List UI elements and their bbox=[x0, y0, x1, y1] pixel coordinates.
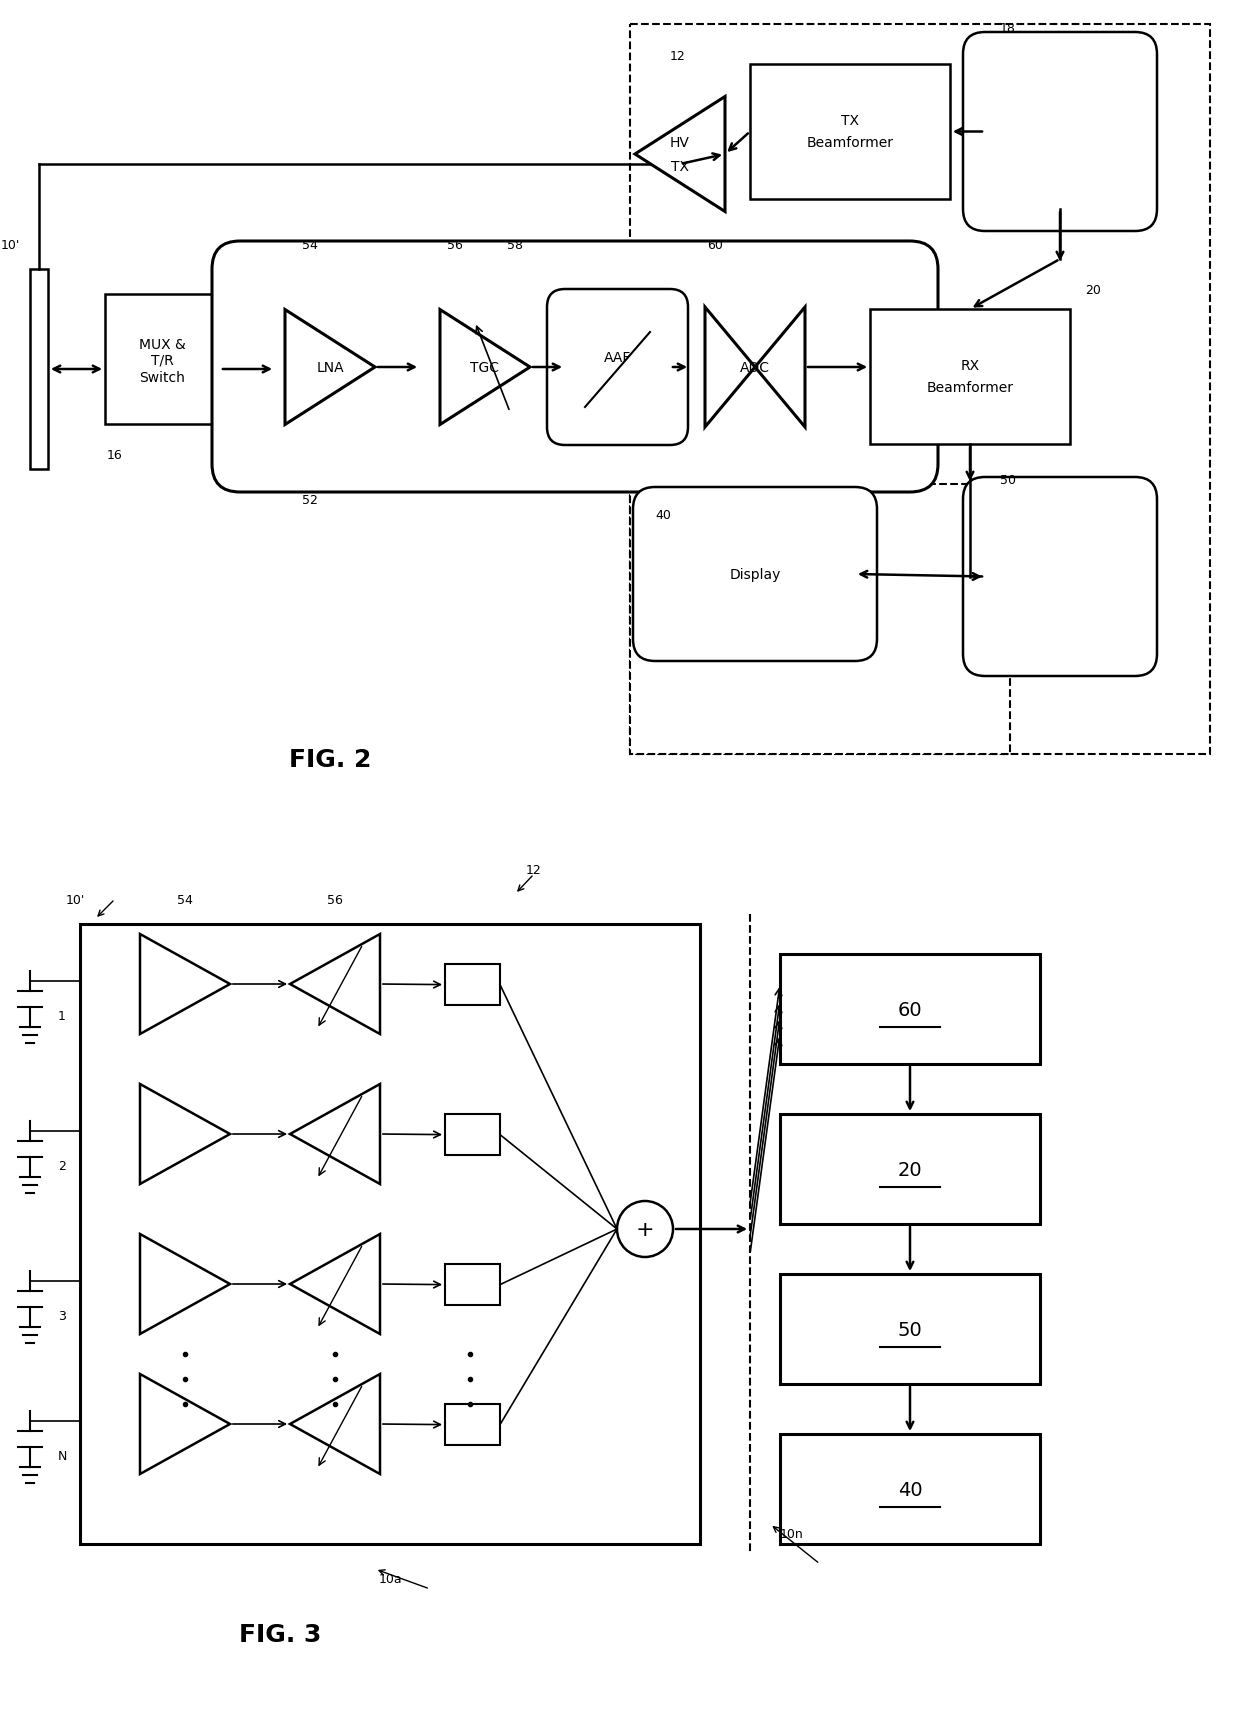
Text: 56: 56 bbox=[448, 239, 463, 251]
Text: MUX &: MUX & bbox=[139, 338, 186, 352]
Text: 1: 1 bbox=[58, 1010, 66, 1022]
Bar bbox=[30, 270, 48, 469]
Bar bbox=[420, 944, 610, 1524]
Text: 2: 2 bbox=[58, 1159, 66, 1173]
Bar bbox=[630, 24, 1210, 755]
Text: 50: 50 bbox=[898, 1320, 923, 1339]
Polygon shape bbox=[290, 935, 379, 1034]
Text: FIG. 2: FIG. 2 bbox=[289, 748, 371, 771]
Polygon shape bbox=[440, 310, 529, 426]
Text: T/R: T/R bbox=[151, 353, 174, 367]
Text: 18: 18 bbox=[999, 23, 1016, 35]
Text: 12: 12 bbox=[670, 50, 686, 62]
Text: TX: TX bbox=[841, 113, 859, 128]
Text: 10n: 10n bbox=[780, 1528, 804, 1540]
Circle shape bbox=[618, 1202, 673, 1257]
Polygon shape bbox=[140, 1235, 229, 1334]
Bar bbox=[750, 66, 950, 199]
Text: 60: 60 bbox=[707, 239, 723, 251]
Bar bbox=[630, 485, 1011, 755]
Text: 10': 10' bbox=[66, 894, 84, 906]
Bar bbox=[870, 310, 1070, 445]
Bar bbox=[780, 954, 1040, 1065]
Bar bbox=[445, 1114, 500, 1155]
Bar bbox=[780, 1275, 1040, 1384]
Bar bbox=[445, 1264, 500, 1306]
Text: RX: RX bbox=[961, 359, 980, 372]
Polygon shape bbox=[140, 935, 229, 1034]
Text: LNA: LNA bbox=[316, 360, 343, 374]
Polygon shape bbox=[635, 97, 725, 213]
Bar bbox=[120, 944, 250, 1524]
Bar bbox=[640, 29, 1011, 249]
Text: Beamformer: Beamformer bbox=[806, 135, 894, 149]
Polygon shape bbox=[140, 1373, 229, 1474]
Text: TX: TX bbox=[671, 159, 689, 173]
FancyBboxPatch shape bbox=[963, 478, 1157, 677]
Bar bbox=[445, 1405, 500, 1446]
Text: 60: 60 bbox=[898, 999, 923, 1018]
Text: 20: 20 bbox=[898, 1160, 923, 1179]
Polygon shape bbox=[290, 1235, 379, 1334]
Bar bbox=[81, 925, 701, 1545]
Text: Beamformer: Beamformer bbox=[926, 381, 1013, 395]
Text: HV: HV bbox=[670, 135, 689, 151]
Text: 12: 12 bbox=[526, 863, 542, 876]
Text: Display: Display bbox=[729, 568, 781, 582]
Bar bbox=[780, 1434, 1040, 1545]
Text: 58: 58 bbox=[507, 239, 523, 251]
Text: ADC: ADC bbox=[740, 360, 770, 374]
FancyBboxPatch shape bbox=[632, 488, 877, 662]
FancyBboxPatch shape bbox=[212, 242, 937, 492]
Text: 52: 52 bbox=[303, 494, 317, 506]
FancyBboxPatch shape bbox=[963, 33, 1157, 232]
Bar bbox=[270, 944, 401, 1524]
Text: 3: 3 bbox=[58, 1309, 66, 1322]
Text: 16: 16 bbox=[107, 449, 123, 461]
Bar bbox=[105, 294, 219, 424]
Text: FIG. 3: FIG. 3 bbox=[239, 1623, 321, 1645]
Text: 56: 56 bbox=[327, 894, 343, 906]
Text: N: N bbox=[57, 1448, 67, 1462]
Bar bbox=[780, 1114, 1040, 1225]
Text: Switch: Switch bbox=[140, 371, 186, 385]
Text: TGC: TGC bbox=[470, 360, 500, 374]
Bar bbox=[445, 965, 500, 1006]
Polygon shape bbox=[706, 308, 805, 428]
Text: +: + bbox=[636, 1219, 655, 1240]
Text: 54: 54 bbox=[303, 239, 317, 251]
Text: 50: 50 bbox=[999, 473, 1016, 487]
Polygon shape bbox=[285, 310, 374, 426]
Text: 40: 40 bbox=[655, 507, 671, 521]
Text: 20: 20 bbox=[1085, 284, 1101, 296]
Polygon shape bbox=[290, 1373, 379, 1474]
FancyBboxPatch shape bbox=[547, 289, 688, 445]
Text: 10': 10' bbox=[0, 239, 20, 251]
Text: 40: 40 bbox=[898, 1479, 923, 1498]
Text: 10a: 10a bbox=[378, 1573, 402, 1585]
Polygon shape bbox=[290, 1084, 379, 1185]
Polygon shape bbox=[140, 1084, 229, 1185]
Text: AAF: AAF bbox=[604, 352, 631, 365]
Text: 54: 54 bbox=[177, 894, 193, 906]
